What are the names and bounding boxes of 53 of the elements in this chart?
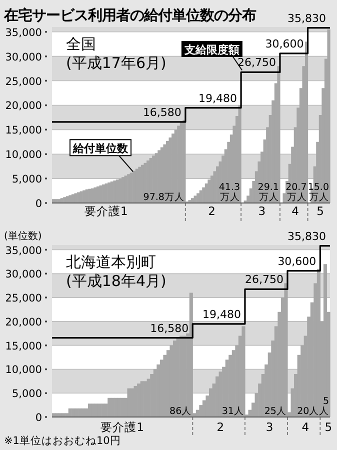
y-tick-label: 15,000	[5, 340, 42, 352]
x-tick-label: 5	[324, 420, 332, 434]
annotation: 15.0 万人	[308, 182, 329, 203]
series-label: 支給限度額	[183, 44, 240, 56]
y-tick-label: 5,000	[12, 388, 42, 400]
data-label: 19,480	[198, 92, 238, 105]
y-tick-label: 25,000	[5, 76, 42, 88]
y-tick-label: 30,000	[5, 51, 42, 64]
annotation: 25人	[264, 406, 286, 417]
annotation: 20.7 万人	[286, 182, 307, 203]
data-label: 30,600	[278, 254, 316, 268]
annotation: 29.1 万人	[258, 182, 279, 203]
x-tick-label: 4	[302, 420, 310, 434]
y-tick-label: 20,000	[5, 100, 42, 112]
annotation: 5 人	[319, 396, 329, 417]
x-tick-label: 5	[316, 204, 324, 218]
y-tick-label: 35,000	[5, 26, 42, 39]
annotation: 41.3 万人	[218, 182, 240, 203]
y-axis-title: (単位数)	[4, 230, 42, 242]
x-tick-label: 要介護1	[84, 204, 128, 218]
y-tick-label: 10,000	[5, 149, 42, 162]
y-tick-label: 25,000	[5, 292, 42, 305]
data-label: 16,580	[150, 322, 189, 335]
y-tick-label: 0	[35, 412, 42, 424]
y-tick-label: 35,000	[5, 244, 42, 257]
annotation: 31人	[222, 406, 244, 417]
x-tick-label: 3	[266, 420, 274, 434]
x-tick-label: 4	[292, 204, 299, 218]
y-tick-label: 30,000	[5, 268, 42, 281]
annotation: 97.8万人	[143, 192, 184, 203]
text: ※1単位はおおむね10円	[4, 435, 121, 447]
data-label: 26,750	[244, 273, 284, 286]
y-tick-label: 20,000	[5, 316, 42, 328]
data-label: 35,830	[288, 230, 326, 243]
x-tick-label: 2	[208, 204, 216, 218]
text: 全国 (平成17年6月)	[66, 35, 166, 72]
chart-title: 在宅サービス利用者の給付単位数の分布	[3, 7, 256, 24]
annotation: 20人	[297, 406, 320, 417]
y-tick-label: 5,000	[12, 174, 42, 186]
series-label: 給付単位数	[72, 142, 129, 156]
text: 北海道本別町 (平成18年4月)	[66, 253, 166, 290]
x-tick-label: 3	[258, 204, 266, 218]
data-label: 35,830	[288, 12, 326, 25]
annotation: 86人	[170, 406, 192, 417]
data-label: 16,580	[142, 106, 182, 119]
x-tick-label: 要介護1	[100, 420, 144, 434]
data-label: 30,600	[265, 37, 304, 50]
y-tick-label: 15,000	[5, 124, 42, 137]
x-tick-label: 2	[216, 420, 224, 434]
data-label: 19,480	[202, 308, 241, 321]
data-label: 26,750	[237, 56, 276, 70]
y-tick-label: 0	[35, 198, 42, 210]
y-tick-label: 10,000	[5, 364, 42, 376]
